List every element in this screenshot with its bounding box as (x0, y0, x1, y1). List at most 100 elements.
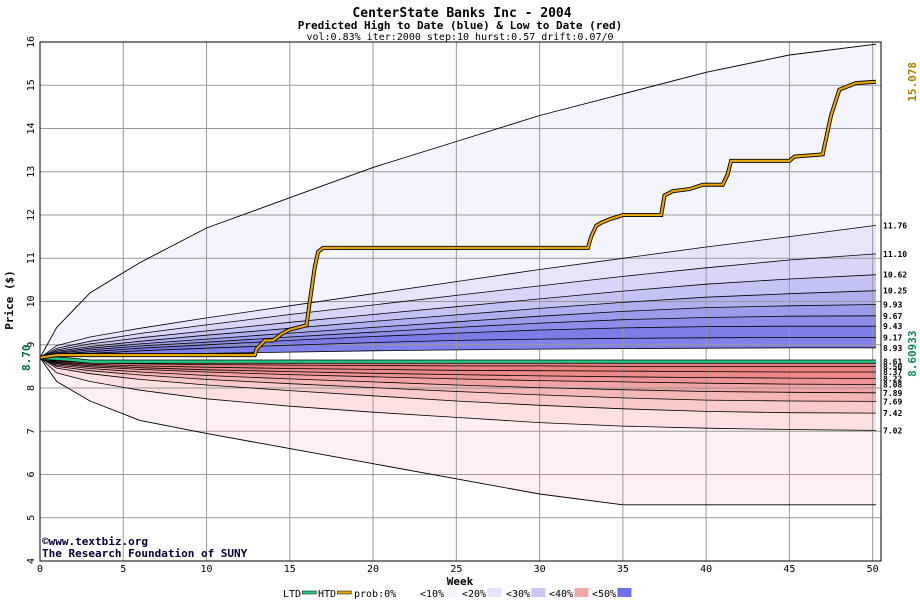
legend: LTD HTD prob:0% <10% <20% <30% <40% <50% (283, 588, 632, 600)
y-tick-label: 11 (26, 252, 37, 264)
lower-band-line (39, 357, 877, 379)
y-axis-label: Price ($) (3, 270, 16, 330)
htd-line (39, 80, 877, 359)
upper-band-line (39, 274, 877, 359)
upper-band-fill (40, 315, 876, 358)
lower-band-fill (40, 357, 876, 385)
y-tick-label: 13 (26, 166, 37, 178)
start-price-label: 8.70 (20, 344, 33, 371)
legend-label: <10% (420, 589, 444, 600)
y-tick-label: 6 (26, 471, 37, 477)
band-end-label: 9.67 (883, 312, 902, 321)
lower-band-fill (40, 357, 876, 402)
legend-swatch (487, 588, 502, 597)
legend-swatch (302, 590, 317, 595)
ltd-final-label: 8.60933 (906, 330, 919, 376)
legend-label: LTD (283, 589, 301, 600)
y-tick-label: 4 (26, 558, 37, 564)
band-end-label: 8.61 (883, 358, 902, 367)
x-tick-label: 35 (617, 564, 629, 575)
upper-band-fill (40, 274, 876, 358)
legend-swatch (531, 588, 546, 597)
lower-band-fill (40, 357, 876, 379)
band-end-label: 9.17 (883, 333, 902, 342)
legend-swatch (337, 590, 352, 595)
chart-title: CenterState Banks Inc - 2004 (352, 6, 571, 21)
x-axis-label: Week (447, 575, 474, 588)
band-end-label: 9.93 (883, 301, 902, 310)
upper-band-line (39, 225, 877, 359)
x-tick-label: 5 (120, 564, 126, 575)
upper-band-line (39, 290, 877, 359)
legend-label: <30% (506, 589, 530, 600)
x-tick-label: 15 (284, 564, 296, 575)
legend-label: HTD (318, 589, 336, 600)
y-tick-label: 7 (26, 428, 37, 434)
legend-swatch (617, 588, 632, 597)
upper-band-fill (40, 304, 876, 358)
band-end-label: 8.37 (883, 368, 902, 377)
lower-band-fill (40, 357, 876, 372)
band-end-label: 7.02 (883, 426, 902, 435)
chart-params: vol:0.83% iter:2000 step:10 hurst:0.57 d… (306, 32, 613, 43)
y-tick-label: 12 (26, 209, 37, 221)
x-tick-label: 25 (450, 564, 462, 575)
x-tick-label: 45 (783, 564, 795, 575)
y-tick-label: 16 (26, 36, 37, 48)
upper-band-line (39, 304, 877, 359)
band-end-label: 8.50 (883, 362, 902, 371)
x-tick-label: 0 (37, 564, 43, 575)
band-end-label: 7.69 (883, 397, 902, 406)
legend-swatch (574, 588, 589, 597)
band-end-label: 11.76 (883, 221, 907, 230)
x-tick-label: 30 (534, 564, 546, 575)
upper-band-fill (40, 253, 876, 358)
lower-band-line (39, 357, 877, 394)
upper-band-fill (40, 290, 876, 358)
y-tick-label: 14 (26, 122, 37, 134)
upper-band-line (39, 325, 876, 359)
htd-final-label: 15.078 (906, 62, 919, 102)
lower-band-fill (40, 357, 876, 393)
legend-swatch (397, 588, 412, 597)
band-end-label: 9.43 (883, 322, 902, 331)
band-end-label: 8.08 (883, 381, 902, 390)
x-tick-label: 20 (367, 564, 379, 575)
lower-band-line (39, 357, 877, 414)
plot-area: 11.76 11.10 10.62 10.25 9.93 9.679.43 9.17 8.93… (20, 36, 919, 575)
lower-band-fill (40, 357, 876, 431)
band-end-label: 8.22 (883, 374, 902, 383)
legend-label: prob:0% (354, 589, 396, 600)
plot-border (39, 41, 882, 562)
watermark-url: ©www.textbiz.org (42, 535, 148, 548)
y-tick-label: 10 (26, 295, 37, 307)
y-tick-label: 8 (26, 385, 37, 391)
center-band-fill (40, 347, 876, 362)
watermark-org: The Research Foundation of SUNY (42, 547, 248, 560)
y-tick-label: 9 (26, 342, 37, 348)
band-end-label: 8.93 (883, 344, 902, 353)
legend-swatch (445, 588, 460, 597)
band-end-label: 7.42 (883, 409, 902, 418)
y-tick-label: 5 (26, 515, 37, 521)
y-tick-label: 15 (26, 79, 37, 91)
legend-label: <50% (592, 589, 616, 600)
band-end-label: 11.10 (883, 250, 907, 259)
upper-band-fill (40, 44, 876, 358)
ltd-line (39, 356, 876, 363)
legend-label: <40% (549, 589, 573, 600)
lower-envelope-line (39, 357, 876, 506)
lower-band-line (39, 357, 877, 402)
lower-band-line (39, 357, 877, 431)
upper-band-line (39, 315, 877, 359)
upper-band-line (39, 253, 877, 359)
x-tick-label: 10 (201, 564, 213, 575)
x-tick-label: 40 (700, 564, 712, 575)
x-tick-label: 50 (867, 564, 879, 575)
band-end-label: 10.25 (883, 287, 907, 296)
lower-band-line (39, 357, 877, 385)
band-end-label: 10.62 (883, 271, 907, 280)
lower-band-line (39, 357, 876, 373)
legend-label: <20% (462, 589, 486, 600)
